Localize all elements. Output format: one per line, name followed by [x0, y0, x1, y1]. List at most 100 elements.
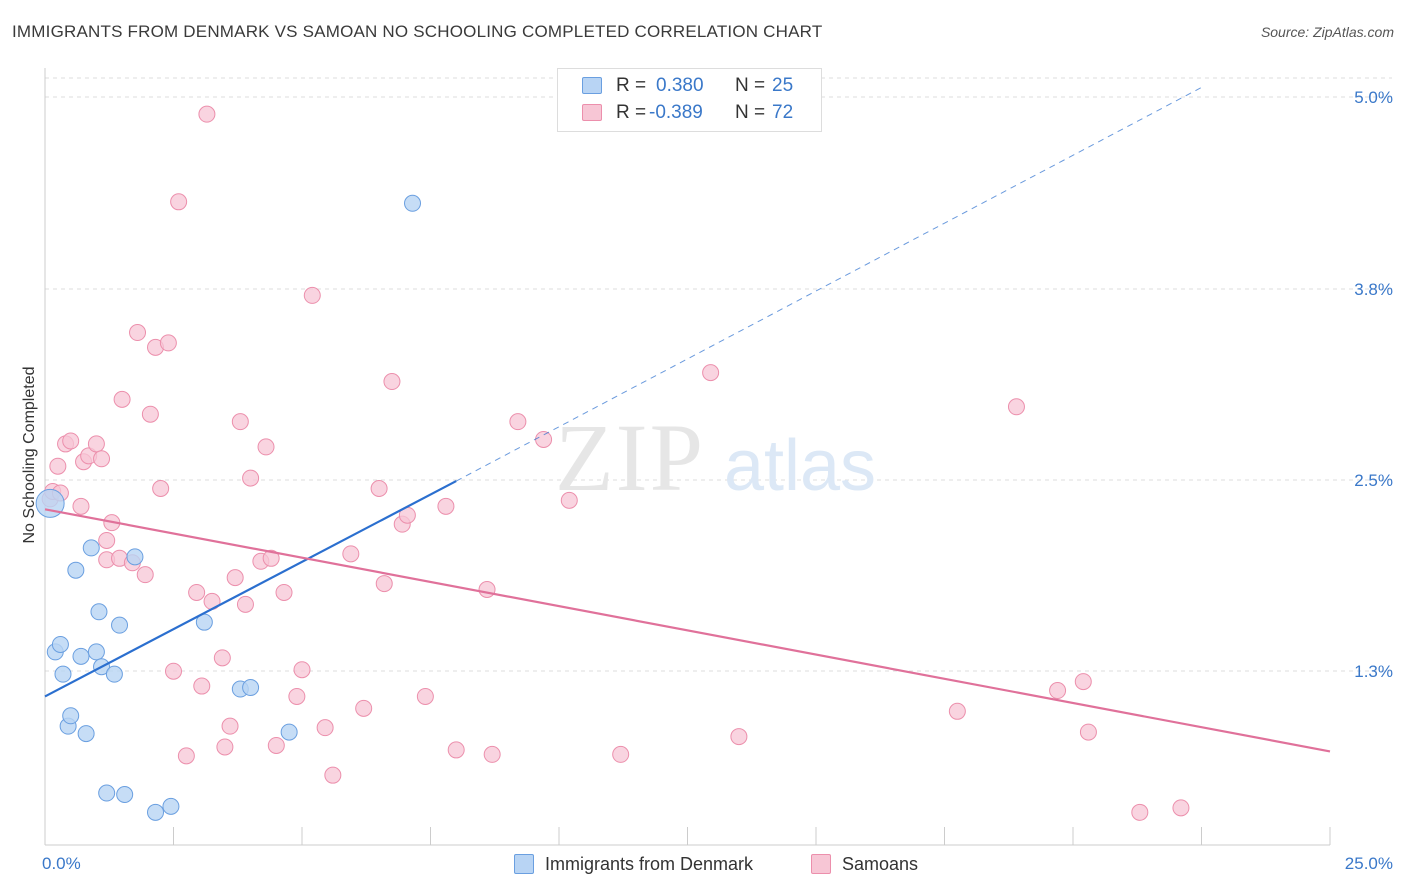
- data-point-samoans: [62, 432, 80, 450]
- data-point-samoans: [275, 583, 293, 601]
- series-denmark: [35, 194, 422, 821]
- y-tick-label: 2.5%: [1354, 471, 1393, 490]
- data-point-samoans: [612, 745, 630, 763]
- legend-label-denmark: Immigrants from Denmark: [545, 854, 754, 874]
- correlation-legend: R = 0.380 N = 25 R = -0.389 N = 72: [557, 68, 822, 132]
- legend-row-denmark: R = 0.380 N = 25: [558, 73, 821, 99]
- data-point-denmark: [62, 707, 80, 725]
- data-point-samoans: [213, 649, 231, 667]
- data-point-samoans: [1172, 799, 1190, 817]
- data-point-denmark: [82, 539, 100, 557]
- data-point-samoans: [262, 549, 280, 567]
- legend-r-value: -0.389: [649, 102, 703, 123]
- data-point-samoans: [437, 497, 455, 515]
- legend-r-label: R =: [616, 75, 647, 96]
- legend-r-value: 0.380: [656, 75, 704, 96]
- data-point-samoans: [1079, 723, 1097, 741]
- data-point-samoans: [535, 430, 553, 448]
- watermark: ZIP atlas: [555, 404, 876, 511]
- data-point-denmark: [90, 603, 108, 621]
- trend-lines: [44, 86, 1331, 753]
- source-label: Source: ZipAtlas.com: [1260, 24, 1394, 40]
- legend-n-value: 72: [772, 102, 794, 123]
- data-point-samoans: [355, 699, 373, 717]
- data-point-samoans: [136, 566, 154, 584]
- data-point-samoans: [730, 728, 748, 746]
- data-point-samoans: [226, 569, 244, 587]
- data-point-samoans: [87, 435, 105, 453]
- legend-n-label: N =: [735, 75, 766, 96]
- data-point-samoans: [1007, 398, 1025, 416]
- data-point-samoans: [267, 736, 285, 754]
- data-point-samoans: [98, 531, 116, 549]
- data-point-samoans: [509, 413, 527, 431]
- data-point-denmark: [116, 785, 134, 803]
- data-point-samoans: [242, 469, 260, 487]
- data-point-samoans: [177, 747, 195, 765]
- legend-n-value: 25: [772, 75, 794, 96]
- tick-labels: 5.0% 3.8% 2.5% 1.3% 0.0% 25.0%: [42, 88, 1393, 873]
- x-tick-label: 25.0%: [1345, 854, 1393, 873]
- data-point-samoans: [303, 286, 321, 304]
- legend-swatch-denmark: [514, 854, 534, 874]
- data-point-denmark: [105, 665, 123, 683]
- data-point-samoans: [483, 745, 501, 763]
- data-point-samoans: [221, 717, 239, 735]
- data-point-samoans: [375, 575, 393, 593]
- data-point-samoans: [257, 438, 275, 456]
- legend-r-label: R =: [616, 102, 647, 123]
- data-point-samoans: [72, 497, 90, 515]
- y-tick-label: 5.0%: [1354, 88, 1393, 107]
- data-point-samoans: [188, 583, 206, 601]
- trend-line-samoans: [44, 508, 1331, 753]
- data-point-denmark: [77, 725, 95, 743]
- data-point-samoans: [370, 479, 388, 497]
- data-point-samoans: [293, 661, 311, 679]
- data-point-samoans: [316, 719, 334, 737]
- data-point-samoans: [193, 677, 211, 695]
- legend-row-samoans: R = -0.389 N = 72: [558, 100, 821, 126]
- legend-swatch-samoans: [582, 104, 602, 121]
- data-point-samoans: [383, 373, 401, 391]
- legend-swatch-denmark: [582, 77, 602, 94]
- trend-line-denmark-extended: [455, 86, 1202, 482]
- series-legend: Immigrants from Denmark Samoans: [0, 852, 1406, 878]
- trend-line-denmark: [44, 480, 457, 698]
- data-point-samoans: [159, 334, 177, 352]
- data-point-samoans: [129, 324, 147, 342]
- data-point-samoans: [236, 595, 254, 613]
- data-point-samoans: [288, 687, 306, 705]
- data-point-samoans: [152, 479, 170, 497]
- data-point-denmark: [147, 803, 165, 821]
- data-point-denmark: [242, 679, 260, 697]
- data-point-denmark: [126, 548, 144, 566]
- chart-title: IMMIGRANTS FROM DENMARK VS SAMOAN NO SCH…: [12, 22, 823, 41]
- data-point-samoans: [49, 457, 67, 475]
- data-point-samoans: [231, 413, 249, 431]
- data-point-denmark: [162, 797, 180, 815]
- data-point-samoans: [141, 405, 159, 423]
- data-point-denmark: [404, 194, 422, 212]
- data-point-samoans: [216, 738, 234, 756]
- data-point-denmark: [72, 647, 90, 665]
- data-point-denmark: [111, 616, 129, 634]
- axes: [44, 68, 1331, 846]
- legend-n-label: N =: [735, 102, 766, 123]
- data-point-samoans: [198, 105, 216, 123]
- watermark-zip: ZIP: [555, 404, 705, 511]
- data-point-samoans: [948, 702, 966, 720]
- data-point-samoans: [165, 662, 182, 680]
- data-point-samoans: [478, 581, 496, 599]
- data-point-denmark: [67, 561, 85, 579]
- data-point-samoans: [113, 390, 131, 408]
- data-point-samoans: [1131, 803, 1149, 821]
- data-point-denmark: [98, 784, 116, 802]
- legend-swatch-samoans: [811, 854, 831, 874]
- data-point-denmark: [35, 488, 65, 518]
- data-point-samoans: [1074, 673, 1092, 691]
- data-point-samoans: [342, 545, 360, 563]
- data-point-denmark: [280, 723, 298, 741]
- data-point-denmark: [54, 665, 72, 683]
- y-tick-label: 1.3%: [1354, 662, 1393, 681]
